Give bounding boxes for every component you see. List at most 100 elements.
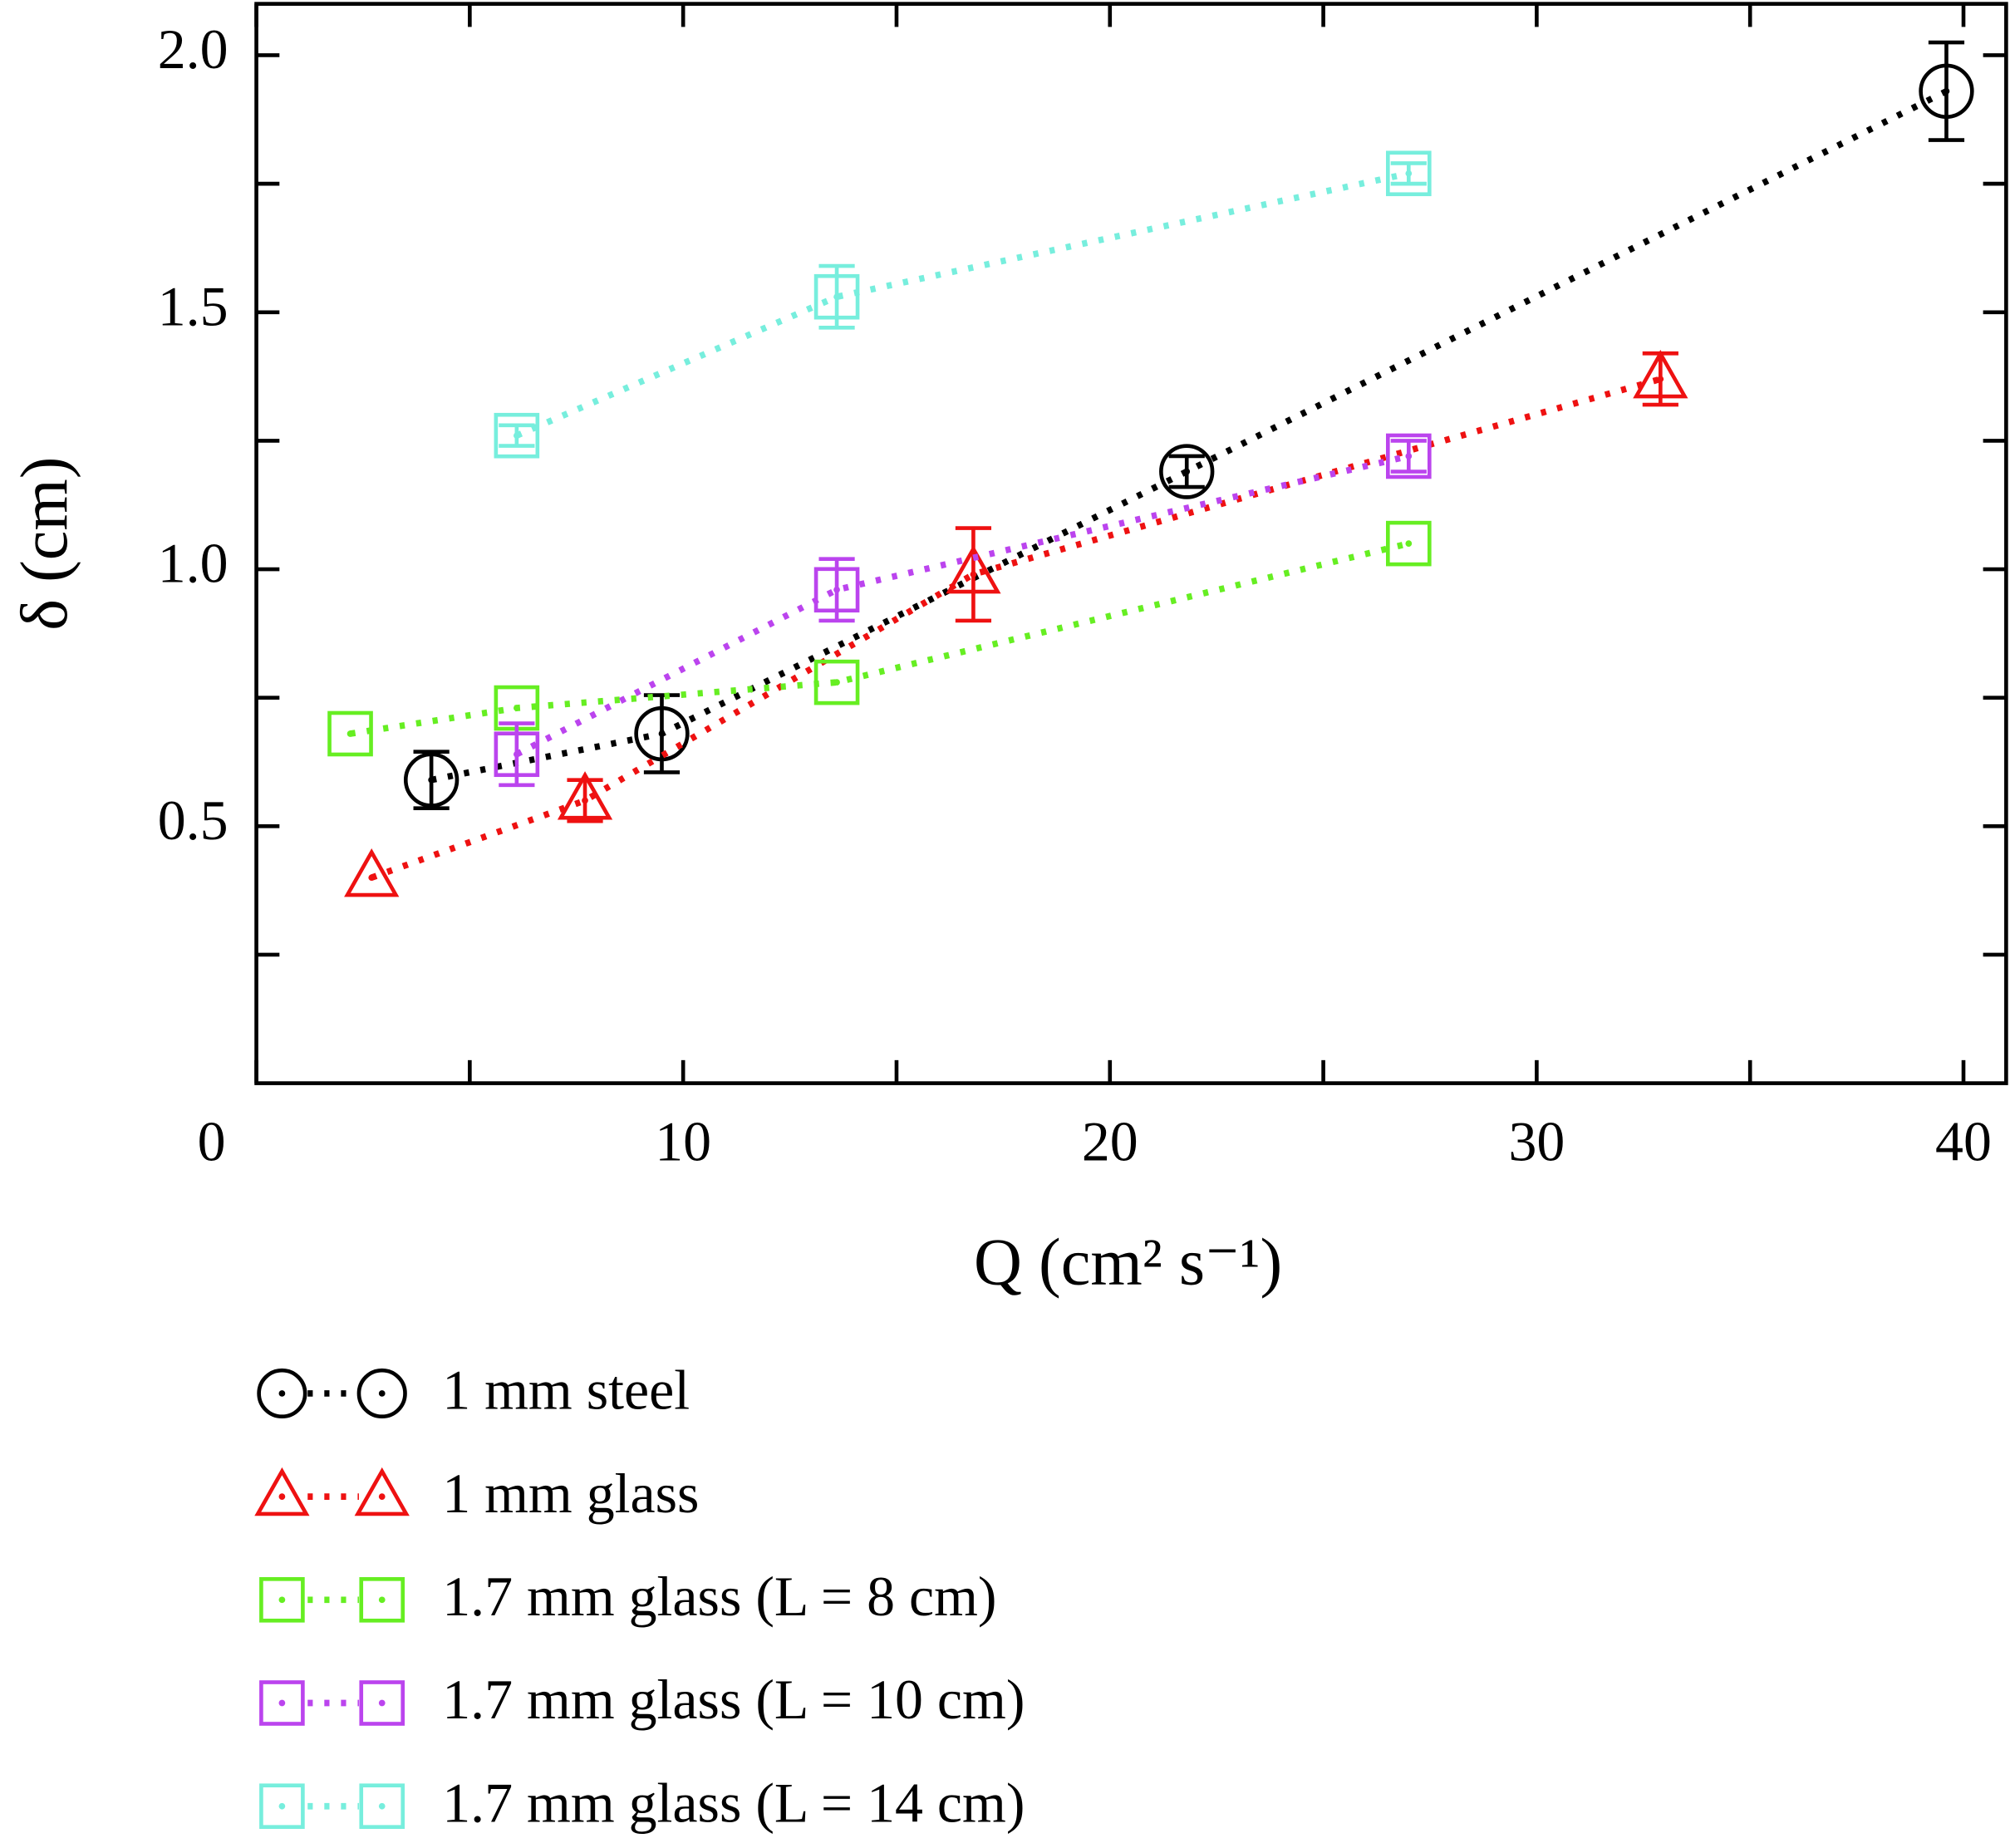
marker-part	[257, 1368, 307, 1419]
marker	[259, 1783, 305, 1830]
marker	[557, 771, 613, 820]
series-line	[370, 376, 1662, 881]
marker-part	[833, 586, 840, 593]
marker-part	[813, 567, 860, 613]
marker-part	[278, 1596, 286, 1604]
marker	[494, 412, 540, 459]
x-tick-label: 40	[1935, 1110, 1992, 1172]
x-tick-label: 20	[1082, 1110, 1138, 1172]
marker-part	[1183, 468, 1191, 475]
marker-part	[1657, 376, 1664, 383]
marker-part	[278, 1493, 286, 1500]
marker-part	[378, 1699, 386, 1707]
marker-part	[403, 752, 459, 808]
marker	[259, 1680, 305, 1726]
marker	[1919, 63, 1974, 119]
marker	[1159, 444, 1215, 499]
legend-label: 1.7 mm glass (L = 10 cm)	[442, 1669, 1025, 1731]
legend-label: 1.7 mm glass (L = 8 cm)	[442, 1565, 996, 1628]
marker	[1386, 150, 1432, 197]
marker	[1633, 349, 1688, 399]
marker	[356, 1368, 407, 1419]
marker-part	[327, 710, 373, 757]
marker-part	[346, 730, 354, 737]
series-line	[515, 170, 1410, 439]
marker-part	[1633, 349, 1688, 399]
marker-part	[278, 1802, 286, 1810]
marker-part	[259, 1680, 305, 1726]
marker-part	[582, 797, 588, 804]
marker	[327, 710, 373, 757]
marker	[359, 1680, 405, 1726]
marker-part	[378, 1390, 386, 1397]
legend-label: 1.7 mm glass (L = 14 cm)	[442, 1772, 1025, 1834]
marker-part	[1386, 433, 1432, 479]
marker-part	[1919, 63, 1974, 119]
series-line	[349, 540, 1410, 737]
marker-part	[1405, 453, 1413, 460]
marker-part	[557, 771, 613, 820]
marker	[359, 1577, 405, 1623]
marker-part	[513, 750, 520, 758]
marker	[254, 1467, 310, 1516]
marker-part	[359, 1577, 405, 1623]
marker-part	[634, 705, 690, 762]
marker-part	[378, 1596, 386, 1604]
marker	[813, 273, 860, 320]
marker	[259, 1577, 305, 1623]
marker-part	[378, 1493, 386, 1500]
y-tick-label: 1.5	[158, 275, 229, 337]
x-tick-label: 10	[655, 1110, 711, 1172]
marker-part	[254, 1467, 310, 1516]
marker	[634, 705, 690, 762]
marker-part	[259, 1577, 305, 1623]
marker-part	[833, 679, 840, 686]
marker-part	[259, 1783, 305, 1830]
marker-part	[1386, 520, 1432, 567]
y-tick-label: 0.5	[158, 789, 229, 852]
marker-part	[278, 1390, 286, 1397]
marker-part	[359, 1783, 405, 1830]
marker-part	[354, 1467, 410, 1516]
marker-part	[813, 659, 860, 705]
legend-label: 1 mm glass	[442, 1462, 699, 1525]
y-tick-label: 2.0	[158, 18, 229, 81]
marker-part	[1386, 150, 1432, 197]
marker-part	[513, 705, 520, 711]
marker	[813, 659, 860, 705]
marker	[946, 544, 1001, 594]
marker	[344, 848, 400, 897]
x-axis-label: Q (cm² s⁻¹)	[974, 1226, 1282, 1300]
marker-part	[1159, 444, 1215, 499]
marker-part	[1943, 87, 1950, 95]
marker-part	[970, 571, 977, 578]
marker-part	[494, 731, 540, 778]
marker	[403, 752, 459, 808]
marker	[813, 567, 860, 613]
marker	[257, 1368, 307, 1419]
marker-part	[356, 1368, 407, 1419]
marker	[354, 1467, 410, 1516]
x-tick-label: 30	[1508, 1110, 1565, 1172]
marker-part	[1405, 540, 1413, 547]
series-line	[430, 88, 1949, 784]
marker-part	[359, 1680, 405, 1726]
y-tick-label: 1.0	[158, 533, 229, 595]
marker-part	[278, 1699, 286, 1707]
marker-part	[494, 412, 540, 459]
marker-part	[1405, 170, 1413, 177]
marker-part	[344, 848, 400, 897]
x-tick-label: 0	[198, 1110, 226, 1172]
marker-part	[833, 293, 840, 301]
marker-part	[428, 776, 435, 784]
marker	[1386, 433, 1432, 479]
marker-part	[946, 544, 1001, 594]
marker	[359, 1783, 405, 1830]
plot-frame	[254, 2, 2008, 1085]
series-line	[515, 453, 1410, 758]
y-axis-label: δ (cm)	[8, 456, 81, 630]
marker	[494, 731, 540, 778]
marker-part	[378, 1802, 386, 1810]
marker-part	[368, 874, 376, 882]
